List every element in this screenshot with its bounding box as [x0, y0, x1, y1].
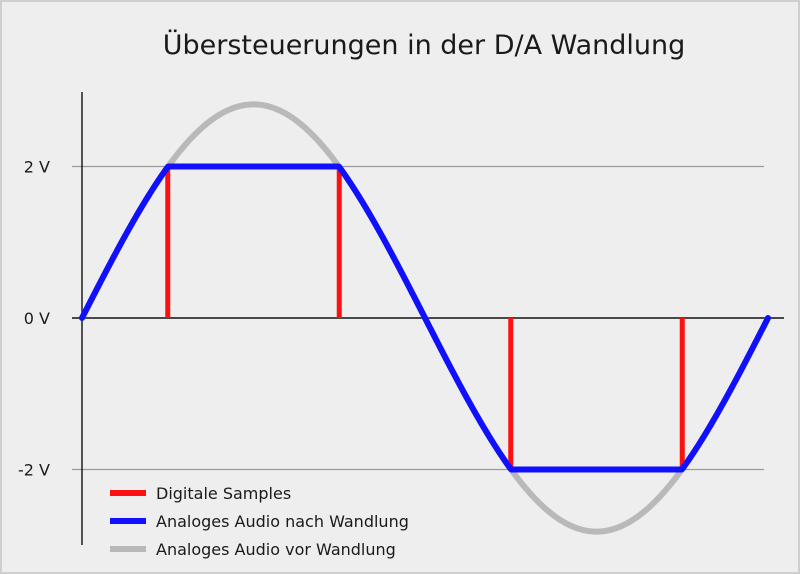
series-layer [79, 101, 771, 535]
legend-label: Analoges Audio nach Wandlung [156, 512, 409, 531]
y-tick-label: 0 V [24, 309, 50, 328]
chart-title: Übersteuerungen in der D/A Wandlung [163, 29, 686, 61]
series-analog-after [79, 163, 771, 473]
legend: Digitale Samples Analoges Audio nach Wand… [110, 484, 409, 559]
legend-label: Analoges Audio vor Wandlung [156, 540, 396, 559]
y-tick-label: -2 V [18, 461, 50, 480]
legend-label: Digitale Samples [156, 484, 291, 503]
tick-layer: 2 V 0 V -2 V [18, 158, 50, 480]
y-tick-label: 2 V [24, 158, 50, 177]
